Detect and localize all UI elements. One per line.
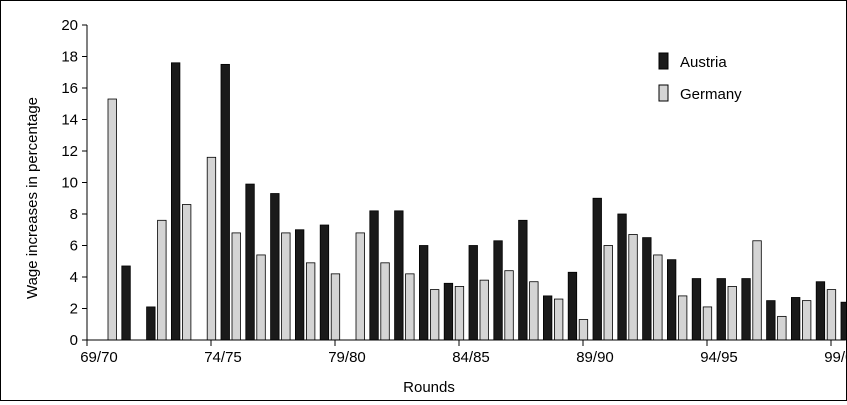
bar-germany: [802, 300, 812, 341]
legend: Austria Germany: [658, 52, 742, 103]
bar-austria: [394, 210, 404, 341]
x-tick-label: 89/90: [576, 349, 614, 366]
bar-austria: [716, 278, 726, 341]
bar-germany: [554, 298, 564, 341]
plot-area: 0 2 4 6 8 10 12 14 16 18 20 69/70 74/75 79/80 84/85 89/…: [61, 17, 847, 366]
bar-germany: [305, 262, 316, 341]
bar-germany: [678, 295, 688, 341]
y-tick-label: 6: [70, 238, 78, 255]
bar-austria: [369, 210, 379, 341]
bar-austria: [121, 265, 131, 341]
bar-germany: [628, 234, 638, 341]
bar-austria: [294, 229, 305, 341]
x-axis-label: Rounds: [403, 379, 455, 396]
y-tick-label: 2: [70, 301, 78, 318]
bar-austria: [443, 282, 454, 341]
bar-germany: [355, 232, 365, 341]
bar-germany: [405, 273, 415, 341]
bar-germany: [181, 204, 192, 341]
bar-germany: [206, 156, 217, 341]
bar-germany: [702, 306, 713, 341]
bar-germany: [653, 254, 663, 341]
bar-germany: [479, 279, 489, 341]
bar-austria: [791, 297, 801, 341]
legend-swatch-germany: [658, 84, 669, 102]
y-tick-label: 18: [61, 49, 78, 66]
legend-swatch-austria: [658, 52, 669, 70]
bar-germany: [777, 315, 787, 341]
bar-austria: [617, 213, 627, 341]
bar-austria: [170, 62, 181, 341]
bar-germany: [380, 262, 390, 341]
bar-germany: [529, 281, 539, 341]
bar-germany: [330, 273, 341, 341]
y-tick-label: 4: [70, 269, 78, 286]
bar-austria: [840, 301, 847, 341]
bar-germany: [603, 245, 613, 341]
x-tick-label: 94/95: [700, 349, 738, 366]
bar-austria: [220, 63, 230, 341]
bar-germany: [727, 286, 737, 341]
bar-austria: [543, 295, 553, 341]
bar-austria: [245, 183, 255, 341]
bar-austria: [468, 245, 478, 341]
bar-austria: [766, 300, 776, 341]
bar-austria: [592, 197, 602, 341]
x-tick-label: 79/80: [328, 349, 366, 366]
legend-label-germany: Germany: [680, 86, 742, 103]
bar-germany: [231, 232, 241, 341]
y-tick-label: 0: [70, 332, 78, 349]
bar-austria: [518, 219, 528, 341]
bar-austria: [667, 259, 677, 341]
y-tick-label: 8: [70, 206, 78, 223]
bar-austria: [270, 193, 280, 341]
bar-austria: [741, 278, 751, 341]
bar-germany: [256, 254, 266, 341]
bar-austria: [567, 271, 578, 341]
legend-label-austria: Austria: [680, 54, 727, 71]
bar-austria: [642, 237, 652, 341]
y-tick-label: 12: [61, 143, 78, 160]
y-tick-label: 10: [61, 175, 78, 192]
bar-austria: [319, 224, 330, 341]
bar-austria: [146, 306, 156, 341]
bar-austria: [815, 281, 826, 341]
y-axis-label: Wage increases in percentage: [24, 97, 41, 299]
bar-germany: [281, 232, 291, 341]
x-tick-label: 84/85: [452, 349, 490, 366]
bar-germany: [107, 98, 117, 341]
x-tick-label: 69/70: [80, 349, 118, 366]
bar-germany: [752, 240, 762, 341]
y-tick-label: 20: [61, 17, 78, 34]
x-tick-label: 74/75: [204, 349, 242, 366]
bar-germany: [454, 286, 465, 341]
y-tick-label: 14: [61, 112, 78, 129]
bar-germany: [826, 289, 837, 341]
bar-germany: [504, 270, 514, 341]
bar-germany: [578, 319, 589, 341]
bar-austria: [493, 240, 503, 341]
bar-germany: [429, 289, 440, 341]
bar-austria: [691, 278, 702, 341]
y-tick-label: 16: [61, 80, 78, 97]
bar-germany: [157, 219, 167, 341]
x-tick-label: 99/00: [824, 349, 846, 366]
bar-austria: [418, 245, 429, 341]
